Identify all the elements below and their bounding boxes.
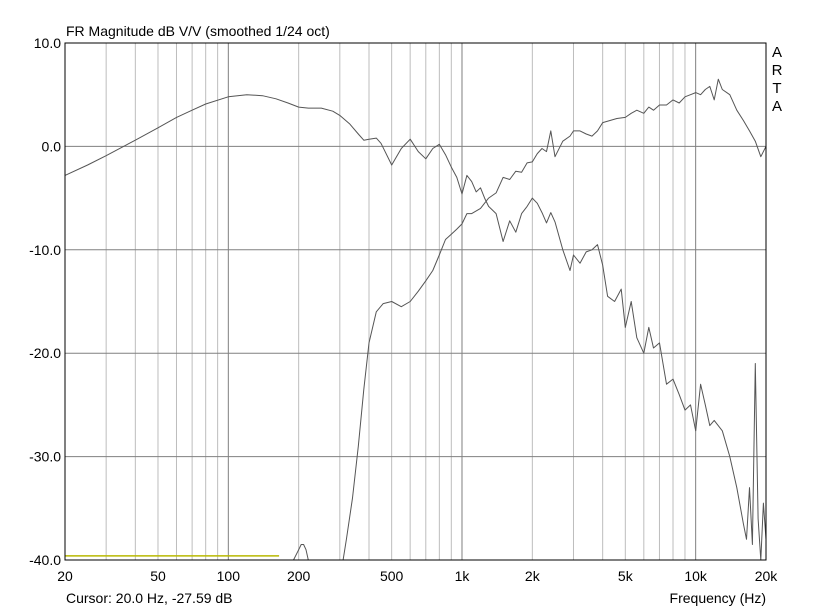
- x-tick-label: 20: [57, 568, 73, 584]
- x-tick-label: 10k: [684, 568, 708, 584]
- chart-title: FR Magnitude dB V/V (smoothed 1/24 oct): [66, 23, 330, 39]
- y-tick-label: 0.0: [42, 138, 62, 154]
- y-tick-label: -40.0: [29, 552, 61, 568]
- x-axis-label: Frequency (Hz): [670, 590, 766, 606]
- cursor-readout: Cursor: 20.0 Hz, -27.59 dB: [66, 590, 233, 606]
- x-tick-label: 50: [150, 568, 166, 584]
- watermark-letter: A: [772, 44, 782, 61]
- y-tick-label: -30.0: [29, 449, 61, 465]
- watermark-letter: A: [772, 98, 782, 115]
- y-tick-label: -20.0: [29, 345, 61, 361]
- x-tick-label: 500: [380, 568, 404, 584]
- x-tick-label: 20k: [755, 568, 779, 584]
- x-tick-label: 5k: [618, 568, 634, 584]
- series-line: [293, 544, 309, 561]
- y-tick-label: 10.0: [34, 35, 61, 51]
- watermark-letter: R: [772, 62, 783, 79]
- watermark-letter: T: [772, 80, 781, 97]
- plot-frame: [64, 42, 767, 561]
- series-line: [342, 78, 767, 561]
- series-lines: [64, 78, 767, 561]
- y-tick-label: -10.0: [29, 242, 61, 258]
- y-tick-labels: 10.0 0.0 -10.0 -20.0 -30.0 -40.0: [29, 35, 61, 568]
- x-tick-label: 200: [287, 568, 311, 584]
- x-tick-label: 100: [217, 568, 241, 584]
- series-line: [64, 94, 767, 561]
- x-tick-label: 1k: [455, 568, 471, 584]
- x-tick-label: 2k: [525, 568, 541, 584]
- x-tick-labels: 20 50 100 200 500 1k 2k 5k 10k 20k: [57, 568, 778, 584]
